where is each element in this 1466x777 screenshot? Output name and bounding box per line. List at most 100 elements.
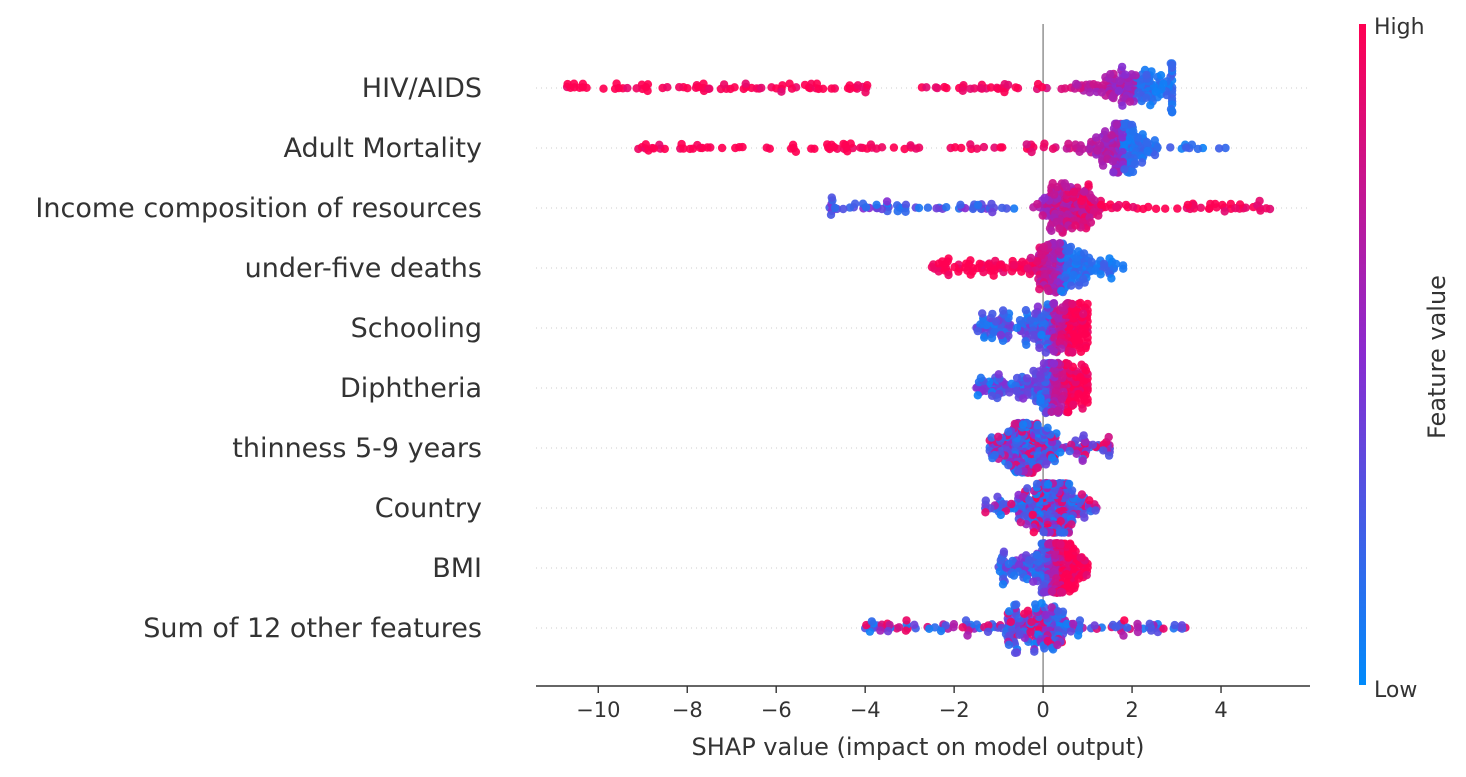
shap-point — [944, 254, 953, 263]
shap-point — [1041, 460, 1051, 469]
shap-point — [1022, 140, 1031, 149]
shap-point — [1076, 141, 1085, 150]
shap-point — [1071, 221, 1080, 230]
shap-point — [1028, 510, 1037, 520]
shap-point — [1150, 150, 1160, 160]
shap-point — [1066, 627, 1076, 636]
shap-point — [1142, 70, 1151, 80]
shap-point — [1069, 187, 1079, 196]
shap-point — [1077, 360, 1086, 369]
shap-point — [900, 144, 909, 154]
shap-point — [1012, 323, 1022, 333]
shap-point — [973, 200, 983, 210]
shap-point — [942, 203, 951, 212]
shap-point — [1156, 71, 1166, 80]
shap-point — [1040, 139, 1049, 148]
shap-point — [961, 616, 971, 625]
shap-point — [1053, 607, 1063, 616]
shap-point — [949, 620, 959, 629]
shap-point — [1145, 619, 1154, 628]
shap-point — [863, 81, 872, 90]
shap-point — [663, 83, 672, 92]
shap-point — [990, 143, 999, 152]
shap-point — [1075, 147, 1084, 156]
shap-point — [1019, 394, 1028, 403]
shap-point — [1048, 144, 1058, 153]
shap-point — [987, 433, 996, 442]
shap-point — [1000, 87, 1009, 97]
shap-point — [1033, 199, 1042, 209]
shap-point — [1009, 204, 1019, 213]
shap-point — [1170, 620, 1179, 630]
shap-point — [883, 627, 893, 636]
shap-point — [966, 270, 975, 279]
shap-point — [1037, 313, 1046, 322]
shap-point — [1118, 261, 1128, 270]
shap-point — [1098, 81, 1107, 90]
shap-point — [1133, 619, 1142, 629]
shap-point — [829, 142, 839, 152]
shap-point — [1053, 183, 1062, 192]
shap-point — [1015, 630, 1024, 639]
shap-point — [1120, 165, 1129, 174]
shap-point — [998, 143, 1007, 152]
shap-point — [1256, 206, 1265, 215]
shap-point — [1196, 203, 1206, 212]
shap-point — [1115, 76, 1125, 86]
shap-point — [1086, 218, 1096, 227]
shap-point — [1068, 347, 1077, 357]
shap-point — [1097, 88, 1106, 97]
shap-point — [1079, 187, 1089, 196]
shap-point — [996, 510, 1005, 520]
shap-point — [730, 83, 739, 92]
shap-point — [987, 391, 997, 400]
shap-point — [757, 83, 766, 93]
x-tick-label: 2 — [1125, 698, 1138, 722]
shap-point — [1071, 79, 1081, 89]
shap-point — [1016, 518, 1025, 527]
shap-point — [643, 80, 653, 89]
shap-point — [1106, 70, 1115, 79]
shap-point — [1084, 144, 1094, 154]
shap-point — [791, 147, 801, 156]
shap-point — [1129, 202, 1138, 212]
shap-point — [1161, 204, 1170, 213]
shap-point — [1055, 479, 1064, 488]
shap-point — [1105, 254, 1114, 263]
feature-label: Adult Mortality — [283, 133, 482, 164]
shap-point — [1055, 239, 1065, 248]
shap-point — [902, 616, 911, 625]
shap-point — [978, 309, 987, 318]
shap-point — [1082, 571, 1091, 580]
shap-point — [1057, 286, 1066, 296]
shap-point — [705, 84, 714, 93]
shap-point — [989, 271, 998, 280]
shap-point — [941, 621, 950, 630]
shap-point — [988, 208, 997, 217]
shap-point — [778, 81, 787, 90]
shap-point — [1006, 617, 1015, 627]
shap-point — [1189, 200, 1198, 210]
shap-point — [901, 200, 911, 209]
shap-point — [1056, 540, 1065, 549]
shap-point — [1096, 270, 1105, 279]
shap-point — [1099, 259, 1109, 269]
shap-point — [1255, 196, 1264, 206]
shap-point — [1044, 540, 1053, 549]
shap-point — [997, 203, 1007, 213]
shap-point — [1063, 540, 1072, 549]
shap-point — [998, 306, 1008, 315]
shap-point — [1010, 419, 1019, 429]
shap-point — [932, 204, 941, 213]
shap-point — [1098, 161, 1108, 170]
shap-point — [1183, 200, 1193, 210]
shap-point — [1072, 253, 1082, 262]
shap-point — [643, 86, 652, 96]
shap-point — [719, 80, 729, 89]
shap-point — [1029, 577, 1038, 586]
shap-point — [1041, 348, 1051, 357]
shap-point — [1107, 131, 1116, 140]
shap-point — [1079, 249, 1089, 258]
shap-point — [1111, 202, 1121, 212]
shap-point — [677, 139, 686, 149]
